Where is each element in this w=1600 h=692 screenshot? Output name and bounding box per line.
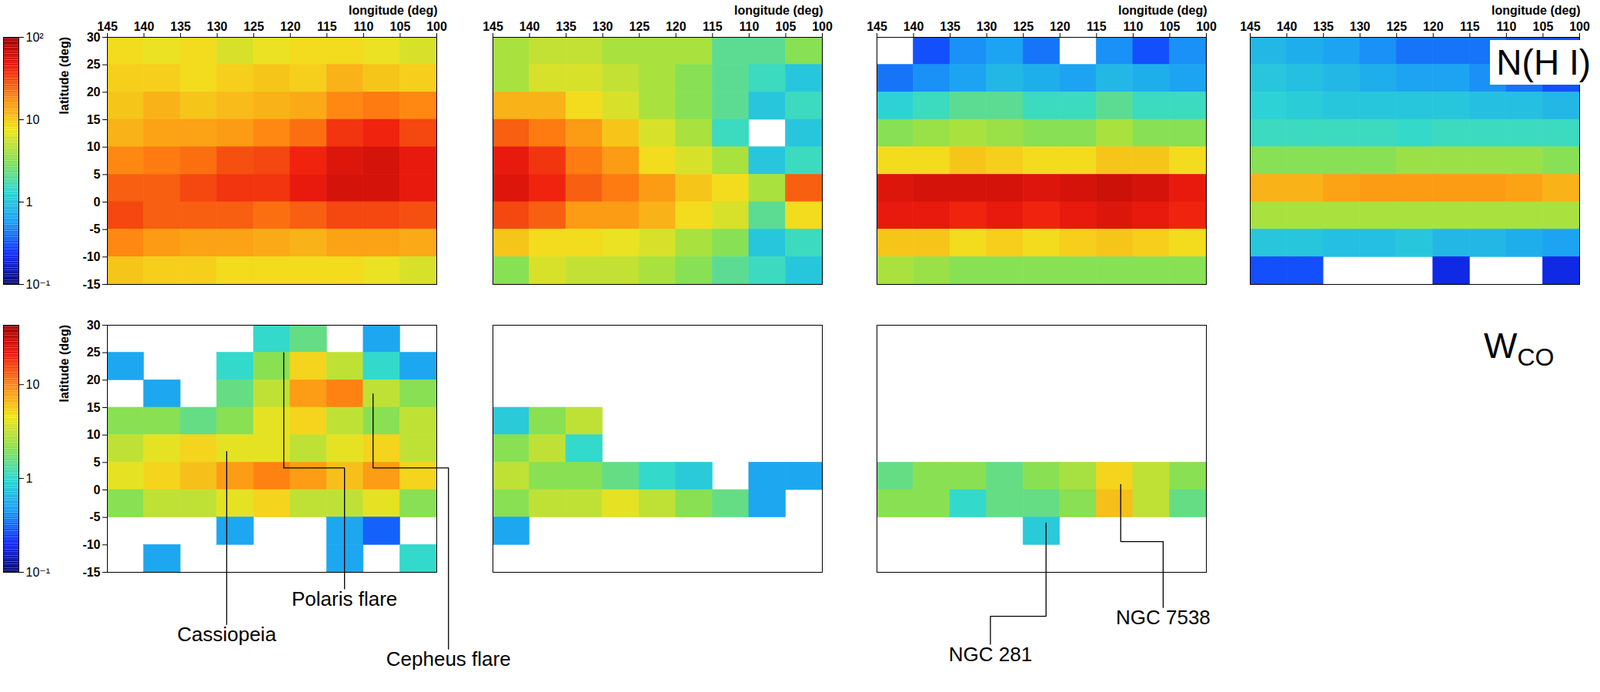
- svg-text:-10: -10: [82, 250, 101, 264]
- svg-text:105: 105: [775, 20, 797, 34]
- svg-text:140: 140: [903, 20, 925, 34]
- svg-text:1: 1: [26, 471, 34, 485]
- svg-text:100: 100: [1195, 20, 1217, 34]
- svg-text:30: 30: [86, 30, 101, 44]
- svg-text:25: 25: [86, 57, 101, 71]
- svg-text:110: 110: [1122, 20, 1143, 34]
- svg-text:100: 100: [426, 20, 448, 34]
- svg-text:130: 130: [592, 20, 614, 34]
- svg-text:10⁻¹: 10⁻¹: [26, 277, 51, 291]
- svg-text:135: 135: [939, 20, 961, 34]
- svg-text:25: 25: [86, 345, 101, 359]
- svg-text:10: 10: [86, 427, 101, 441]
- svg-text:115: 115: [317, 20, 338, 34]
- svg-text:125: 125: [1386, 20, 1407, 34]
- svg-text:longitude (deg): longitude (deg): [1491, 3, 1581, 17]
- svg-text:10: 10: [26, 113, 41, 127]
- svg-text:0: 0: [93, 483, 101, 497]
- svg-text:120: 120: [665, 20, 687, 34]
- svg-text:10²: 10²: [26, 30, 45, 44]
- svg-text:105: 105: [390, 20, 411, 34]
- svg-text:longitude (deg): longitude (deg): [348, 3, 438, 17]
- svg-text:110: 110: [1496, 20, 1517, 34]
- svg-text:130: 130: [207, 20, 228, 34]
- svg-text:125: 125: [1012, 20, 1034, 34]
- svg-text:1: 1: [26, 195, 34, 209]
- svg-text:15: 15: [86, 113, 101, 127]
- svg-text:30: 30: [86, 318, 101, 332]
- svg-text:145: 145: [96, 20, 118, 34]
- svg-text:-15: -15: [82, 565, 101, 579]
- svg-text:Polaris flare: Polaris flare: [291, 587, 398, 611]
- svg-text:10⁻¹: 10⁻¹: [26, 565, 51, 579]
- svg-text:145: 145: [866, 20, 888, 34]
- svg-text:Cepheus flare: Cepheus flare: [386, 647, 512, 671]
- svg-text:Cassiopeia: Cassiopeia: [177, 622, 277, 646]
- svg-text:110: 110: [738, 20, 759, 34]
- svg-text:100: 100: [811, 20, 833, 34]
- svg-text:0: 0: [93, 195, 101, 209]
- svg-text:125: 125: [243, 20, 264, 34]
- svg-text:145: 145: [1239, 20, 1261, 34]
- html-text:N(H I): N(H I): [1496, 42, 1591, 83]
- svg-text:NGC 7538: NGC 7538: [1115, 605, 1211, 629]
- svg-text:130: 130: [1349, 20, 1371, 34]
- svg-text:120: 120: [280, 20, 301, 34]
- svg-text:120: 120: [1049, 20, 1071, 34]
- svg-text:130: 130: [976, 20, 998, 34]
- svg-text:longitude (deg): longitude (deg): [1118, 3, 1208, 17]
- svg-text:105: 105: [1533, 20, 1554, 34]
- svg-text:145: 145: [482, 20, 504, 34]
- svg-text:15: 15: [86, 400, 101, 415]
- svg-text:20: 20: [86, 85, 101, 99]
- html-text:WCO: WCO: [1483, 325, 1555, 372]
- svg-text:135: 135: [555, 20, 577, 34]
- svg-text:115: 115: [1086, 20, 1107, 34]
- svg-text:125: 125: [628, 20, 650, 34]
- html-text:latitude (deg): latitude (deg): [57, 324, 71, 403]
- svg-text:115: 115: [702, 20, 723, 34]
- svg-text:20: 20: [86, 373, 101, 387]
- svg-text:-5: -5: [89, 510, 101, 524]
- svg-text:10: 10: [26, 377, 41, 391]
- svg-text:-5: -5: [89, 222, 101, 236]
- svg-text:110: 110: [353, 20, 374, 34]
- svg-text:120: 120: [1422, 20, 1444, 34]
- svg-text:140: 140: [519, 20, 541, 34]
- svg-text:10: 10: [86, 140, 101, 154]
- html-text:latitude (deg): latitude (deg): [57, 36, 71, 115]
- svg-text:5: 5: [93, 455, 101, 469]
- svg-text:NGC 281: NGC 281: [948, 642, 1033, 666]
- svg-text:115: 115: [1459, 20, 1480, 34]
- svg-text:140: 140: [1276, 20, 1298, 34]
- svg-text:-15: -15: [82, 277, 101, 291]
- svg-text:longitude (deg): longitude (deg): [734, 3, 824, 17]
- svg-text:105: 105: [1159, 20, 1181, 34]
- svg-text:140: 140: [133, 20, 155, 34]
- svg-text:5: 5: [93, 167, 101, 181]
- svg-text:135: 135: [1312, 20, 1334, 34]
- svg-text:135: 135: [170, 20, 191, 34]
- svg-text:100: 100: [1569, 20, 1590, 34]
- svg-text:-10: -10: [82, 537, 101, 552]
